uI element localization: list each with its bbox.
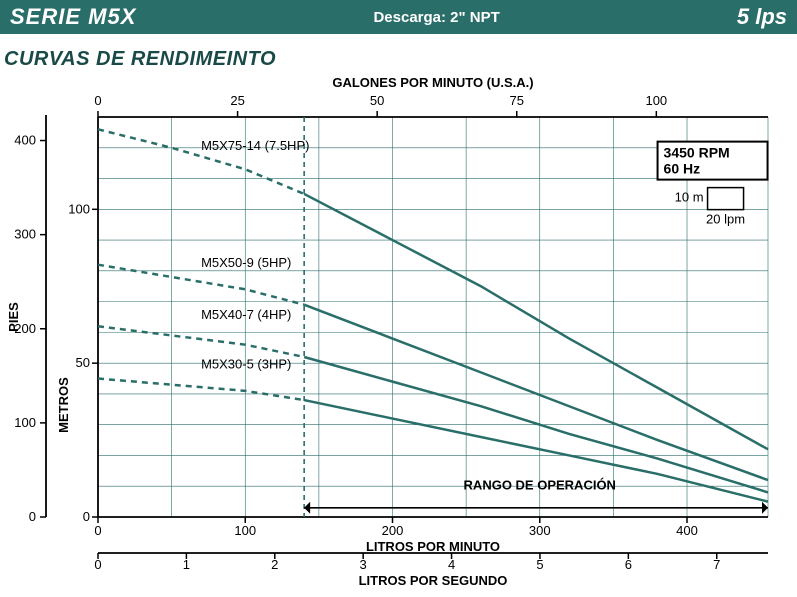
svg-text:0: 0 — [29, 509, 36, 524]
svg-text:GALONES POR MINUTO (U.S.A.): GALONES POR MINUTO (U.S.A.) — [332, 77, 533, 90]
svg-text:1: 1 — [183, 557, 190, 572]
svg-text:100: 100 — [68, 201, 90, 216]
svg-text:3450 RPM: 3450 RPM — [664, 145, 730, 161]
header-flowrate: 5 lps — [737, 4, 787, 30]
svg-text:50: 50 — [76, 355, 90, 370]
svg-text:75: 75 — [510, 93, 524, 108]
svg-text:LITROS POR MINUTO: LITROS POR MINUTO — [366, 539, 500, 554]
svg-text:25: 25 — [230, 93, 244, 108]
svg-text:0: 0 — [94, 557, 101, 572]
svg-text:400: 400 — [676, 523, 698, 538]
svg-text:20 lpm: 20 lpm — [706, 212, 745, 227]
svg-text:M5X50-9 (5HP): M5X50-9 (5HP) — [201, 255, 291, 270]
svg-text:100: 100 — [645, 93, 667, 108]
svg-text:0: 0 — [83, 509, 90, 524]
header-discharge: Descarga: 2" NPT — [136, 9, 736, 26]
svg-text:0: 0 — [94, 523, 101, 538]
svg-text:RANGO DE OPERACIÓN: RANGO DE OPERACIÓN — [464, 477, 616, 492]
svg-text:3: 3 — [360, 557, 367, 572]
svg-text:M5X75-14 (7.5HP): M5X75-14 (7.5HP) — [201, 138, 309, 153]
svg-text:50: 50 — [370, 93, 384, 108]
svg-text:10 m: 10 m — [675, 190, 704, 205]
svg-text:300: 300 — [529, 523, 551, 538]
svg-text:7: 7 — [713, 557, 720, 572]
svg-text:300: 300 — [14, 227, 36, 242]
svg-text:100: 100 — [234, 523, 256, 538]
svg-text:PIES: PIES — [6, 302, 21, 332]
chart-svg: 0100200300400PIES050100METROS0255075100G… — [0, 77, 797, 597]
svg-text:5: 5 — [536, 557, 543, 572]
header-series: SERIE M5X — [10, 4, 136, 30]
svg-text:0: 0 — [94, 93, 101, 108]
svg-text:LITROS POR SEGUNDO: LITROS POR SEGUNDO — [359, 573, 508, 588]
svg-text:4: 4 — [448, 557, 455, 572]
svg-text:6: 6 — [625, 557, 632, 572]
svg-text:M5X30-5 (3HP): M5X30-5 (3HP) — [201, 356, 291, 371]
chart-title: CURVAS DE RENDIMEINTO — [0, 34, 797, 77]
header-bar: SERIE M5X Descarga: 2" NPT 5 lps — [0, 0, 797, 34]
svg-text:100: 100 — [14, 415, 36, 430]
svg-text:60 Hz: 60 Hz — [664, 161, 701, 177]
svg-text:400: 400 — [14, 133, 36, 148]
performance-chart: 0100200300400PIES050100METROS0255075100G… — [0, 77, 797, 597]
svg-text:2: 2 — [271, 557, 278, 572]
svg-text:200: 200 — [382, 523, 404, 538]
svg-text:METROS: METROS — [56, 377, 71, 433]
svg-text:M5X40-7 (4HP): M5X40-7 (4HP) — [201, 307, 291, 322]
